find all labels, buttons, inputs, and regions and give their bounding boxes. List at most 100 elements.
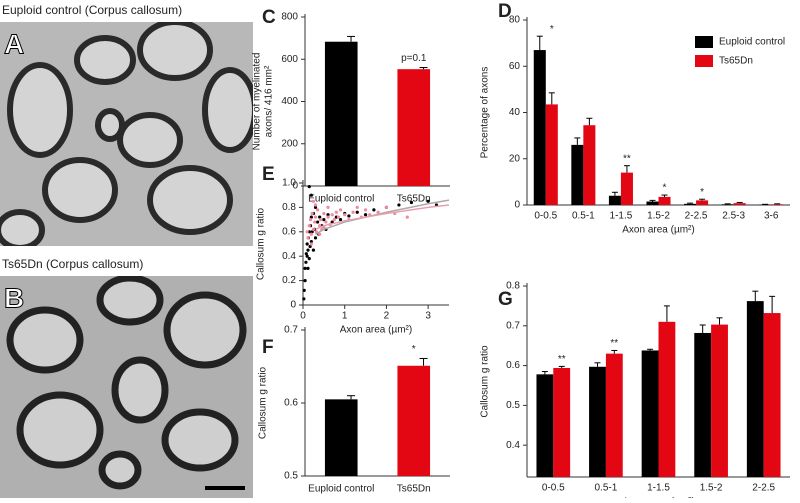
bar xyxy=(536,374,553,477)
scatter-point xyxy=(314,236,317,239)
bar xyxy=(546,104,558,205)
scatter-point xyxy=(347,214,350,217)
x-axis-label: Axon area (µm²) xyxy=(622,225,694,236)
x-tick-label: Euploid control xyxy=(308,484,374,495)
bar xyxy=(711,325,728,477)
panel-letter: E xyxy=(262,164,275,185)
x-tick-label: 3-6 xyxy=(764,211,779,222)
scatter-point xyxy=(324,220,327,223)
scatter-point xyxy=(314,216,317,219)
bar xyxy=(609,196,621,205)
y-tick-label: 200 xyxy=(281,138,298,149)
scatter-point xyxy=(406,216,409,219)
bar xyxy=(571,145,583,205)
scatter-point xyxy=(312,249,315,252)
annotation: ** xyxy=(558,354,566,365)
scatter-point xyxy=(333,218,336,221)
bar xyxy=(684,204,696,205)
scatter-point xyxy=(322,212,325,215)
y-tick-label: 0.4 xyxy=(282,251,296,262)
scatter-point xyxy=(310,194,313,197)
y-tick-label: 800 xyxy=(281,12,298,23)
y-tick-label: 0.6 xyxy=(282,226,296,237)
micrograph xyxy=(0,22,255,248)
bar xyxy=(764,313,781,477)
y-tick-label: 20 xyxy=(509,153,521,164)
scatter-point xyxy=(372,208,375,211)
annotation: * xyxy=(550,24,554,35)
annotation: ** xyxy=(623,153,631,164)
x-tick-label: Ts65Dn xyxy=(397,484,431,495)
scatter-point xyxy=(310,242,313,245)
y-tick-label: 0.5 xyxy=(284,471,298,482)
y-tick-label: 80 xyxy=(509,15,521,26)
y-tick-label: 600 xyxy=(281,54,298,65)
scatter-point xyxy=(308,257,311,260)
panel-letter: G xyxy=(498,289,513,310)
scatter-point xyxy=(326,216,329,219)
y-axis-label: Number of myelinated xyxy=(252,53,263,151)
y-tick-label: 1.0 xyxy=(282,178,296,189)
scatter-point xyxy=(311,212,314,215)
bar xyxy=(642,350,659,477)
y-tick-label: 0 xyxy=(514,200,520,211)
scatter-point xyxy=(306,230,309,233)
x-tick-label: Euploid control xyxy=(308,194,374,205)
y-axis-label: Percentage of axons xyxy=(480,67,491,159)
x-tick-label: 2-2.5 xyxy=(685,211,708,222)
scatter-point xyxy=(410,201,413,204)
bar xyxy=(325,42,358,186)
panel-letter: C xyxy=(262,7,276,28)
bar xyxy=(589,367,606,477)
scatter-point xyxy=(306,242,309,245)
scatter-point xyxy=(316,220,319,223)
scatter-point xyxy=(303,279,306,282)
bar xyxy=(696,200,708,205)
scatter-point xyxy=(339,218,342,221)
annotation: * xyxy=(663,183,667,194)
bar xyxy=(722,204,734,205)
x-tick-label: 1.5-2 xyxy=(647,211,670,222)
x-tick-label: 2.5-3 xyxy=(722,211,745,222)
annotation: * xyxy=(700,187,704,198)
scatter-point xyxy=(303,289,306,292)
scatter-point xyxy=(339,208,342,211)
micrograph xyxy=(0,276,253,498)
scatter-point xyxy=(331,213,334,216)
y-tick-label: 0.6 xyxy=(284,398,298,409)
panel-letter: F xyxy=(262,337,274,358)
scatter-point xyxy=(322,218,325,221)
scatter-point xyxy=(316,208,319,211)
scatter-point xyxy=(385,206,388,209)
x-axis-label: Axon area (µm²) xyxy=(340,325,412,336)
x-tick-label: 0-0.5 xyxy=(542,483,565,494)
y-axis-label: Callosum g ratio xyxy=(258,366,269,439)
scatter-point xyxy=(308,185,311,188)
y-tick-label: 60 xyxy=(509,61,521,72)
scatter-point xyxy=(335,211,338,214)
scatter-point xyxy=(337,216,340,219)
y-axis-label: axons/ 416 mm² xyxy=(264,65,275,137)
y-tick-label: 40 xyxy=(509,107,521,118)
scatter-point xyxy=(312,228,315,231)
y-axis-label: Callosum g ratio xyxy=(256,207,267,280)
scatter-point xyxy=(310,233,313,236)
bar xyxy=(659,322,676,477)
x-tick-label: 2-2.5 xyxy=(752,483,775,494)
scatter-point xyxy=(313,220,316,223)
x-tick-label: 0 xyxy=(300,311,306,322)
bar xyxy=(325,399,358,476)
x-tick-label: Ts65Dn xyxy=(397,194,431,205)
bar xyxy=(747,301,764,477)
scatter-point xyxy=(319,218,322,221)
scatter-point xyxy=(312,200,315,203)
scatter-point xyxy=(303,267,306,270)
x-tick-label: 3 xyxy=(425,311,431,322)
annotation: ** xyxy=(610,338,618,349)
panel-letter: A xyxy=(4,28,24,59)
y-tick-label: 0.8 xyxy=(282,202,296,213)
annotation: p=0.1 xyxy=(401,53,427,64)
bar xyxy=(646,202,658,205)
scatter-point xyxy=(356,211,359,214)
